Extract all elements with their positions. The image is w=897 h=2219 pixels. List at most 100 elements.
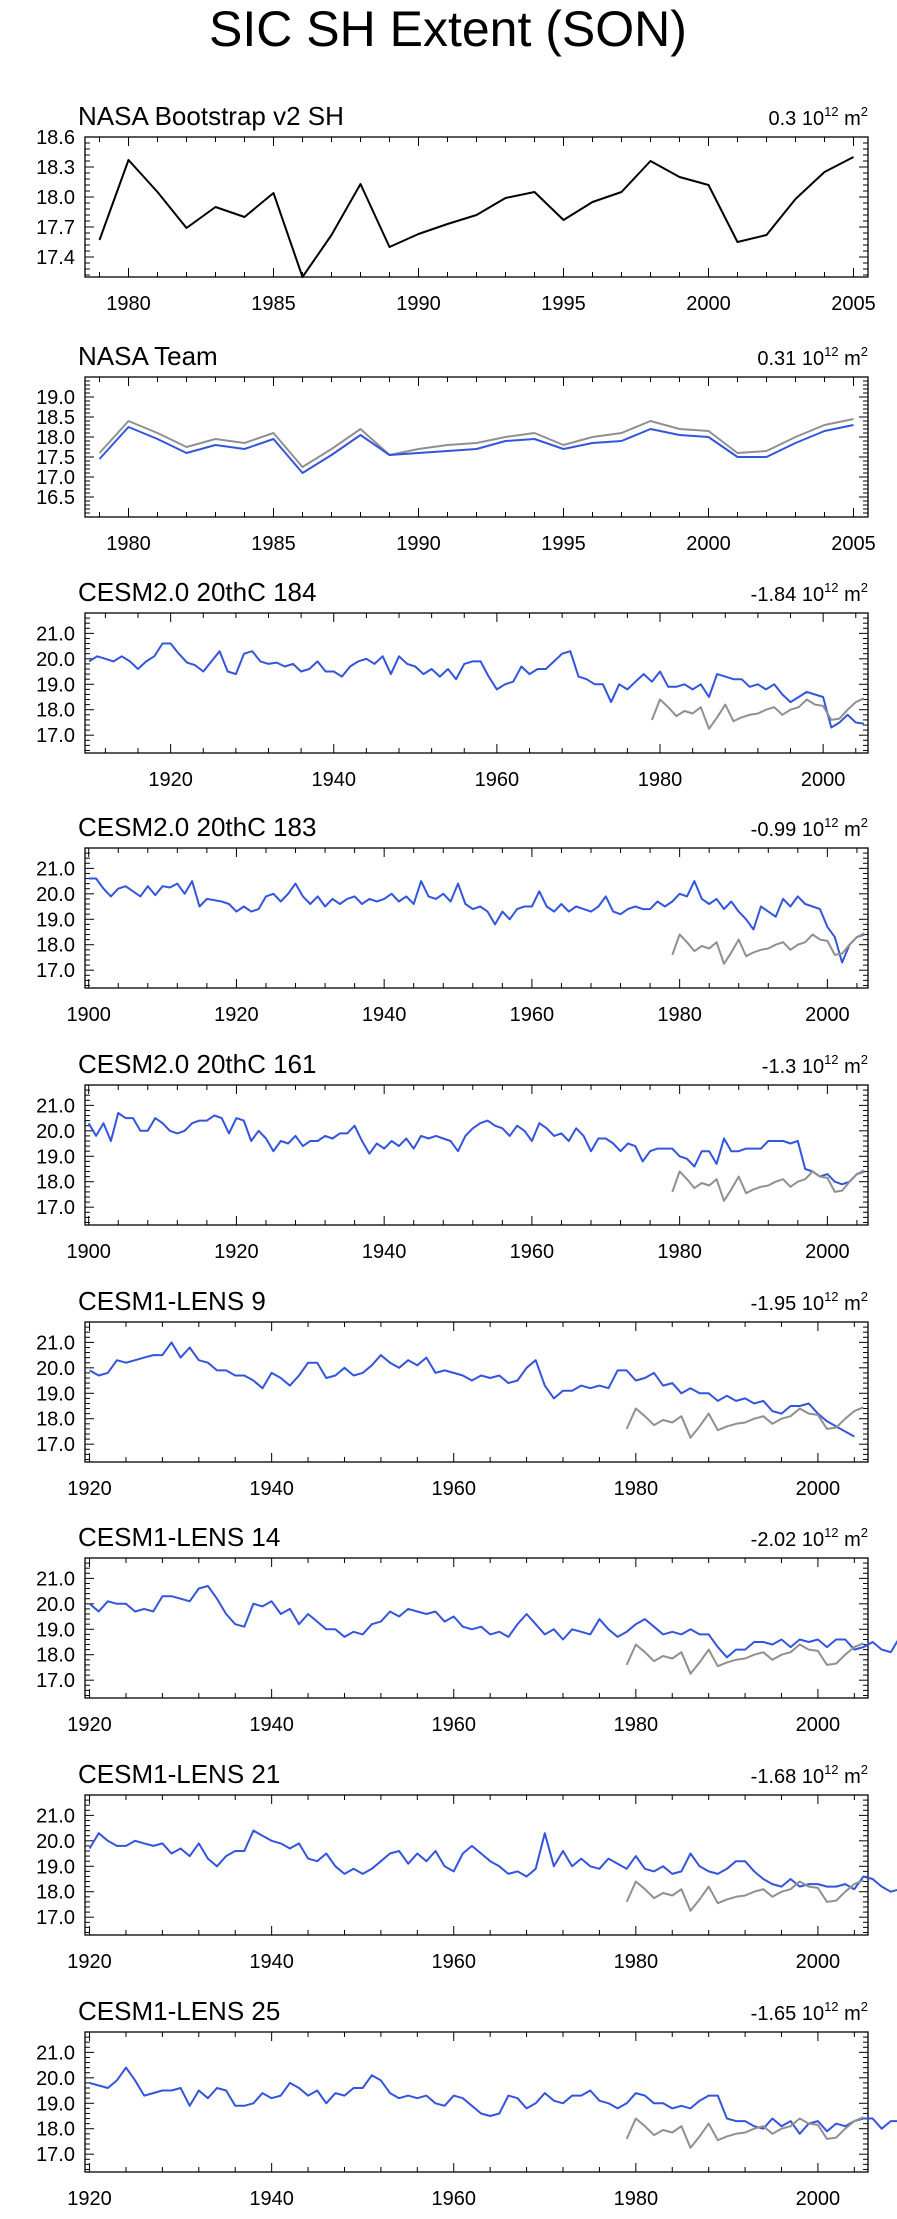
y-tick-label: 19.0 [36, 387, 75, 409]
y-tick-label: 17.7 [36, 217, 75, 239]
trend-unit-exponent: 2 [861, 1289, 868, 1304]
y-tick-label: 17.0 [36, 725, 75, 747]
x-tick-label: 1995 [541, 293, 586, 315]
series-line-2 [625, 2116, 864, 2149]
y-tick-label: 18.0 [36, 187, 75, 209]
trend-exponent: 12 [824, 1999, 838, 2014]
x-tick-label: 2000 [801, 769, 846, 791]
trend-base: 10 [796, 1293, 824, 1315]
series-line-1 [87, 1112, 865, 1186]
trend-unit: m [839, 819, 861, 841]
y-tick-label: 17.0 [36, 1907, 75, 1929]
series-line-2 [671, 1169, 865, 1202]
trend-label: 0.31 1012 m2 [757, 344, 868, 370]
trend-label: -1.3 1012 m2 [762, 1052, 868, 1078]
x-tick-label: 1940 [362, 1241, 407, 1263]
trend-unit: m [839, 1293, 861, 1315]
series-line-1 [88, 877, 865, 964]
plot-frame [84, 376, 869, 518]
panel-2: NASA Team 0.31 1012 m2 1980 1985 1990 1995 200… [36, 341, 876, 555]
x-tick-label: 1940 [249, 1951, 294, 1973]
y-tick-label: 19.0 [36, 1146, 75, 1168]
plot-frame [84, 847, 869, 989]
y-tick-label: 21.0 [36, 858, 75, 880]
y-tick-label: 18.0 [36, 700, 75, 722]
trend-label: -2.02 1012 m2 [751, 1525, 868, 1551]
plot-frame [84, 612, 869, 754]
trend-unit: m [839, 348, 861, 370]
x-tick-label: 2000 [686, 533, 731, 555]
y-tick-label: 17.4 [36, 247, 75, 269]
y-tick-label: 17.0 [36, 467, 75, 489]
trend-value: -1.84 [751, 584, 797, 606]
x-tick-label: 1940 [362, 1004, 407, 1026]
x-tick-label: 2005 [831, 293, 876, 315]
y-tick-label: 18.0 [36, 1172, 75, 1194]
y-tick-label: 17.0 [36, 1197, 75, 1219]
trend-exponent: 12 [824, 1525, 838, 1540]
x-tick-label: 1985 [251, 293, 296, 315]
y-tick-label: 18.0 [36, 935, 75, 957]
plot-frame [84, 136, 869, 278]
y-tick-label: 17.0 [36, 960, 75, 982]
x-tick-label: 1990 [396, 293, 441, 315]
panel-3: CESM2.0 20thC 184 -1.84 1012 m2 1920 1940 19… [36, 577, 869, 791]
trend-base: 10 [796, 1056, 824, 1078]
x-tick-label: 2000 [805, 1241, 850, 1263]
x-tick-label: 1920 [67, 1478, 112, 1500]
x-tick-label: 1940 [249, 1714, 294, 1736]
y-tick-label: 17.5 [36, 447, 75, 469]
y-tick-label: 18.5 [36, 407, 75, 429]
x-tick-label: 1980 [614, 2188, 659, 2210]
panel-title: CESM1-LENS 25 [78, 1996, 280, 2026]
x-tick-label: 2000 [796, 2188, 841, 2210]
y-tick-label: 20.0 [36, 1121, 75, 1143]
x-tick-label: 2000 [805, 1004, 850, 1026]
series-line-1 [88, 1829, 897, 1893]
trend-unit-exponent: 2 [861, 580, 868, 595]
series-line-1 [88, 1585, 897, 1659]
y-tick-label: 19.0 [36, 1856, 75, 1878]
x-tick-label: 1960 [510, 1004, 555, 1026]
x-tick-label: 1980 [614, 1478, 659, 1500]
panel-title: CESM1-LENS 21 [78, 1759, 280, 1789]
y-tick-label: 18.0 [36, 1882, 75, 1904]
y-tick-label: 19.0 [36, 909, 75, 931]
plot-frame [84, 1557, 869, 1699]
y-tick-label: 19.0 [36, 2093, 75, 2115]
trend-exponent: 12 [824, 344, 838, 359]
x-tick-label: 1920 [67, 2188, 112, 2210]
x-tick-label: 1980 [614, 1714, 659, 1736]
trend-base: 10 [796, 1529, 824, 1551]
plot-frame [84, 1321, 869, 1463]
y-tick-label: 18.3 [36, 157, 75, 179]
y-tick-label: 18.0 [36, 1409, 75, 1431]
panel-title: CESM1-LENS 14 [78, 1522, 280, 1552]
x-tick-label: 1980 [614, 1951, 659, 1973]
series-line-1 [89, 2066, 897, 2135]
x-tick-label: 1940 [249, 2188, 294, 2210]
x-tick-label: 1960 [510, 1241, 555, 1263]
trend-value: 0.3 [768, 108, 796, 130]
series-line-1 [88, 642, 865, 729]
x-tick-label: 2000 [796, 1714, 841, 1736]
trend-unit-exponent: 2 [861, 104, 868, 119]
y-tick-label: 19.0 [36, 674, 75, 696]
trend-exponent: 12 [824, 1052, 838, 1067]
series-line-1 [89, 1341, 855, 1438]
trend-value: -2.02 [751, 1529, 797, 1551]
trend-label: 0.3 1012 m2 [768, 104, 868, 130]
trend-exponent: 12 [824, 104, 838, 119]
x-tick-label: 2000 [686, 293, 731, 315]
x-tick-label: 1980 [106, 533, 151, 555]
x-tick-label: 2000 [796, 1951, 841, 1973]
y-tick-label: 18.0 [36, 2119, 75, 2141]
y-tick-label: 17.0 [36, 1670, 75, 1692]
x-tick-label: 1920 [214, 1241, 259, 1263]
y-tick-label: 21.0 [36, 1568, 75, 1590]
trend-value: -1.68 [751, 1766, 797, 1788]
trend-base: 10 [796, 1766, 824, 1788]
series-line-2 [671, 932, 865, 965]
trend-exponent: 12 [824, 1289, 838, 1304]
